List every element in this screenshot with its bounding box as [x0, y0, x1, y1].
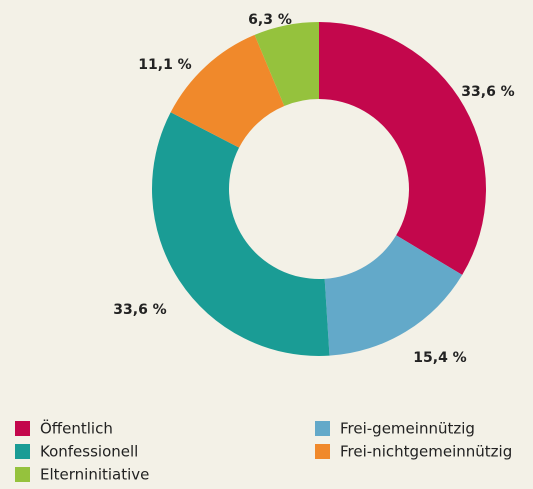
donut-slice	[152, 112, 330, 357]
value-label: 33,6 %	[461, 84, 514, 100]
legend-label: Öffentlich	[40, 419, 113, 438]
value-label: 6,3 %	[248, 12, 292, 28]
legend-swatch	[15, 444, 30, 459]
legend-label: Frei-nichtgemeinnützig	[340, 443, 512, 461]
legend-label: Frei-gemeinnützig	[340, 420, 475, 438]
value-label: 33,6 %	[113, 302, 166, 318]
legend-swatch	[315, 444, 330, 459]
legend-swatch	[15, 467, 30, 482]
donut-slice	[170, 34, 285, 148]
legend-label: Konfessionell	[40, 443, 138, 461]
value-label: 15,4 %	[413, 350, 466, 366]
donut-slice	[324, 235, 463, 356]
donut-slice	[254, 22, 319, 106]
legend-swatch	[15, 421, 30, 436]
donut-slice	[319, 22, 487, 275]
legend-label: Elterninitiative	[40, 466, 149, 484]
legend-swatch	[315, 421, 330, 436]
value-label: 11,1 %	[138, 57, 191, 73]
